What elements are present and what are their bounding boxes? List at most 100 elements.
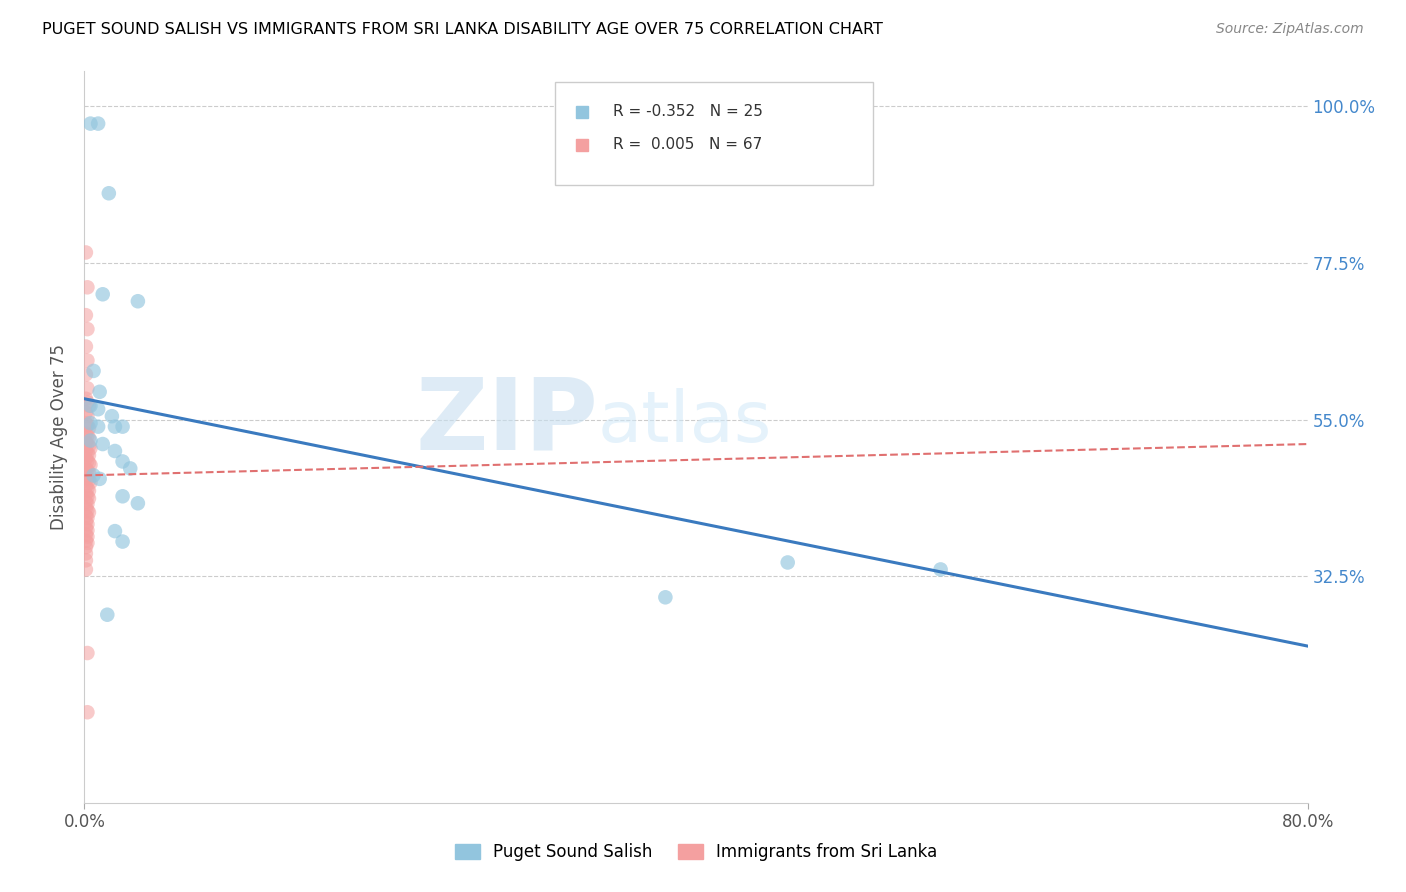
Point [76, 646, 98, 660]
Point [76, 437, 98, 451]
Point [75, 426, 97, 441]
Point [75, 546, 97, 560]
Point [76, 530, 98, 544]
Point [76, 503, 98, 517]
FancyBboxPatch shape [555, 82, 873, 185]
Text: Source: ZipAtlas.com: Source: ZipAtlas.com [1216, 22, 1364, 37]
Point [75, 392, 97, 406]
Point [75, 416, 97, 430]
Point [75, 501, 97, 516]
Point [127, 496, 149, 510]
Point [929, 562, 952, 576]
Point [111, 534, 134, 549]
Point [91, 437, 114, 451]
Point [79, 458, 101, 472]
Y-axis label: Disability Age Over 75: Disability Age Over 75 [51, 344, 69, 530]
Point [76, 280, 98, 294]
Point [104, 444, 127, 458]
Point [77, 483, 100, 498]
Legend: Puget Sound Salish, Immigrants from Sri Lanka: Puget Sound Salish, Immigrants from Sri … [449, 837, 943, 868]
Point [76, 428, 98, 442]
Point [89, 384, 111, 399]
Point [111, 454, 134, 468]
Point [776, 556, 799, 570]
Point [76, 536, 98, 550]
Point [75, 540, 97, 554]
Point [75, 533, 97, 548]
Point [104, 524, 127, 538]
Point [75, 508, 97, 523]
Point [79, 416, 101, 430]
Text: R = -0.352   N = 25: R = -0.352 N = 25 [613, 104, 762, 120]
Point [76, 409, 98, 424]
Point [76, 482, 98, 496]
Point [77, 456, 100, 470]
Point [76, 381, 98, 395]
Point [76, 489, 98, 503]
Point [75, 562, 97, 576]
Point [76, 517, 98, 532]
Point [101, 409, 124, 424]
Point [96, 607, 118, 622]
Point [76, 446, 98, 460]
Point [87, 402, 110, 417]
Point [75, 245, 97, 260]
Point [75, 495, 97, 509]
Point [77, 421, 100, 435]
Point [77, 448, 100, 462]
Point [75, 308, 97, 322]
Point [75, 451, 97, 466]
Point [75, 521, 97, 535]
Point [75, 487, 97, 501]
Point [77, 439, 100, 453]
Point [76, 454, 98, 468]
Point [76, 395, 98, 409]
Point [83, 468, 105, 483]
Point [111, 419, 134, 434]
Point [654, 591, 676, 605]
Point [75, 434, 97, 449]
Point [75, 339, 97, 353]
Point [76, 322, 98, 336]
Point [97, 186, 120, 201]
Point [77, 473, 100, 487]
Point [127, 294, 149, 309]
Point [83, 364, 105, 378]
Point [75, 553, 97, 567]
Point [76, 418, 98, 433]
Point [75, 479, 97, 493]
Point [111, 489, 134, 503]
Point [79, 399, 101, 413]
Point [79, 441, 101, 455]
Point [76, 524, 98, 538]
Point [75, 444, 97, 458]
Point [87, 117, 110, 131]
Point [76, 471, 98, 485]
Point [75, 368, 97, 382]
Point [75, 527, 97, 541]
Point [77, 399, 100, 413]
Point [76, 705, 98, 719]
Point [77, 505, 100, 519]
Point [89, 472, 111, 486]
Point [76, 353, 98, 368]
Point [76, 497, 98, 511]
Point [87, 419, 110, 434]
Point [75, 469, 97, 483]
Point [120, 461, 142, 475]
Point [79, 117, 101, 131]
Text: atlas: atlas [598, 388, 772, 457]
Text: R =  0.005   N = 67: R = 0.005 N = 67 [613, 137, 762, 152]
Point [79, 475, 101, 490]
Point [76, 463, 98, 477]
Point [79, 434, 101, 448]
Point [77, 466, 100, 480]
Point [76, 511, 98, 525]
Point [75, 406, 97, 420]
Point [104, 419, 127, 434]
Text: PUGET SOUND SALISH VS IMMIGRANTS FROM SRI LANKA DISABILITY AGE OVER 75 CORRELATI: PUGET SOUND SALISH VS IMMIGRANTS FROM SR… [42, 22, 883, 37]
Point [75, 515, 97, 529]
Point [75, 461, 97, 475]
Point [77, 431, 100, 445]
Point [91, 287, 114, 301]
